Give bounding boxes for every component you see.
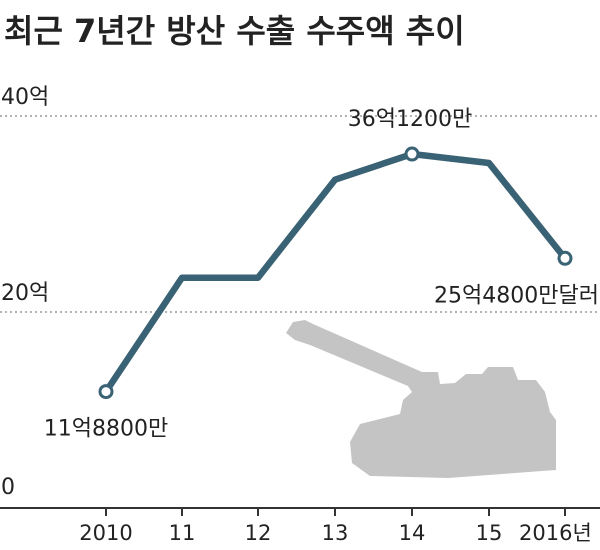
data-point-marker: [98, 384, 114, 400]
tick-labels: 0 20억 40억 2010 11 12 13 14 15 2016년: [1, 85, 592, 545]
y-tick-label: 20억: [1, 281, 49, 306]
data-label: 11억8800만: [44, 417, 168, 442]
howitzer-silhouette: [286, 320, 556, 478]
data-series: [102, 150, 569, 395]
x-tick-label: 12: [245, 521, 272, 545]
x-tick-label: 11: [169, 521, 196, 545]
x-tick-label: 2010: [79, 521, 132, 545]
data-label: 25억4800만달러: [434, 283, 599, 308]
data-labels: 11억8800만 36억1200만 25억4800만달러: [44, 107, 599, 442]
data-point-marker: [557, 250, 573, 266]
series-line: [102, 150, 569, 395]
grid-lines: [0, 115, 600, 313]
data-markers: [98, 146, 573, 400]
data-label: 36억1200만: [348, 107, 472, 132]
chart-title: 최근 7년간 방산 수출 수주액 추이: [4, 12, 465, 50]
data-point-marker: [404, 146, 420, 162]
x-tick-label: 13: [322, 521, 349, 545]
y-tick-label: 40억: [1, 85, 49, 110]
x-tick-label: 2016년: [519, 521, 592, 545]
x-tick-label: 15: [476, 521, 503, 545]
x-tick-label: 14: [399, 521, 426, 545]
x-axis: [0, 507, 600, 516]
y-tick-label: 0: [1, 475, 15, 500]
